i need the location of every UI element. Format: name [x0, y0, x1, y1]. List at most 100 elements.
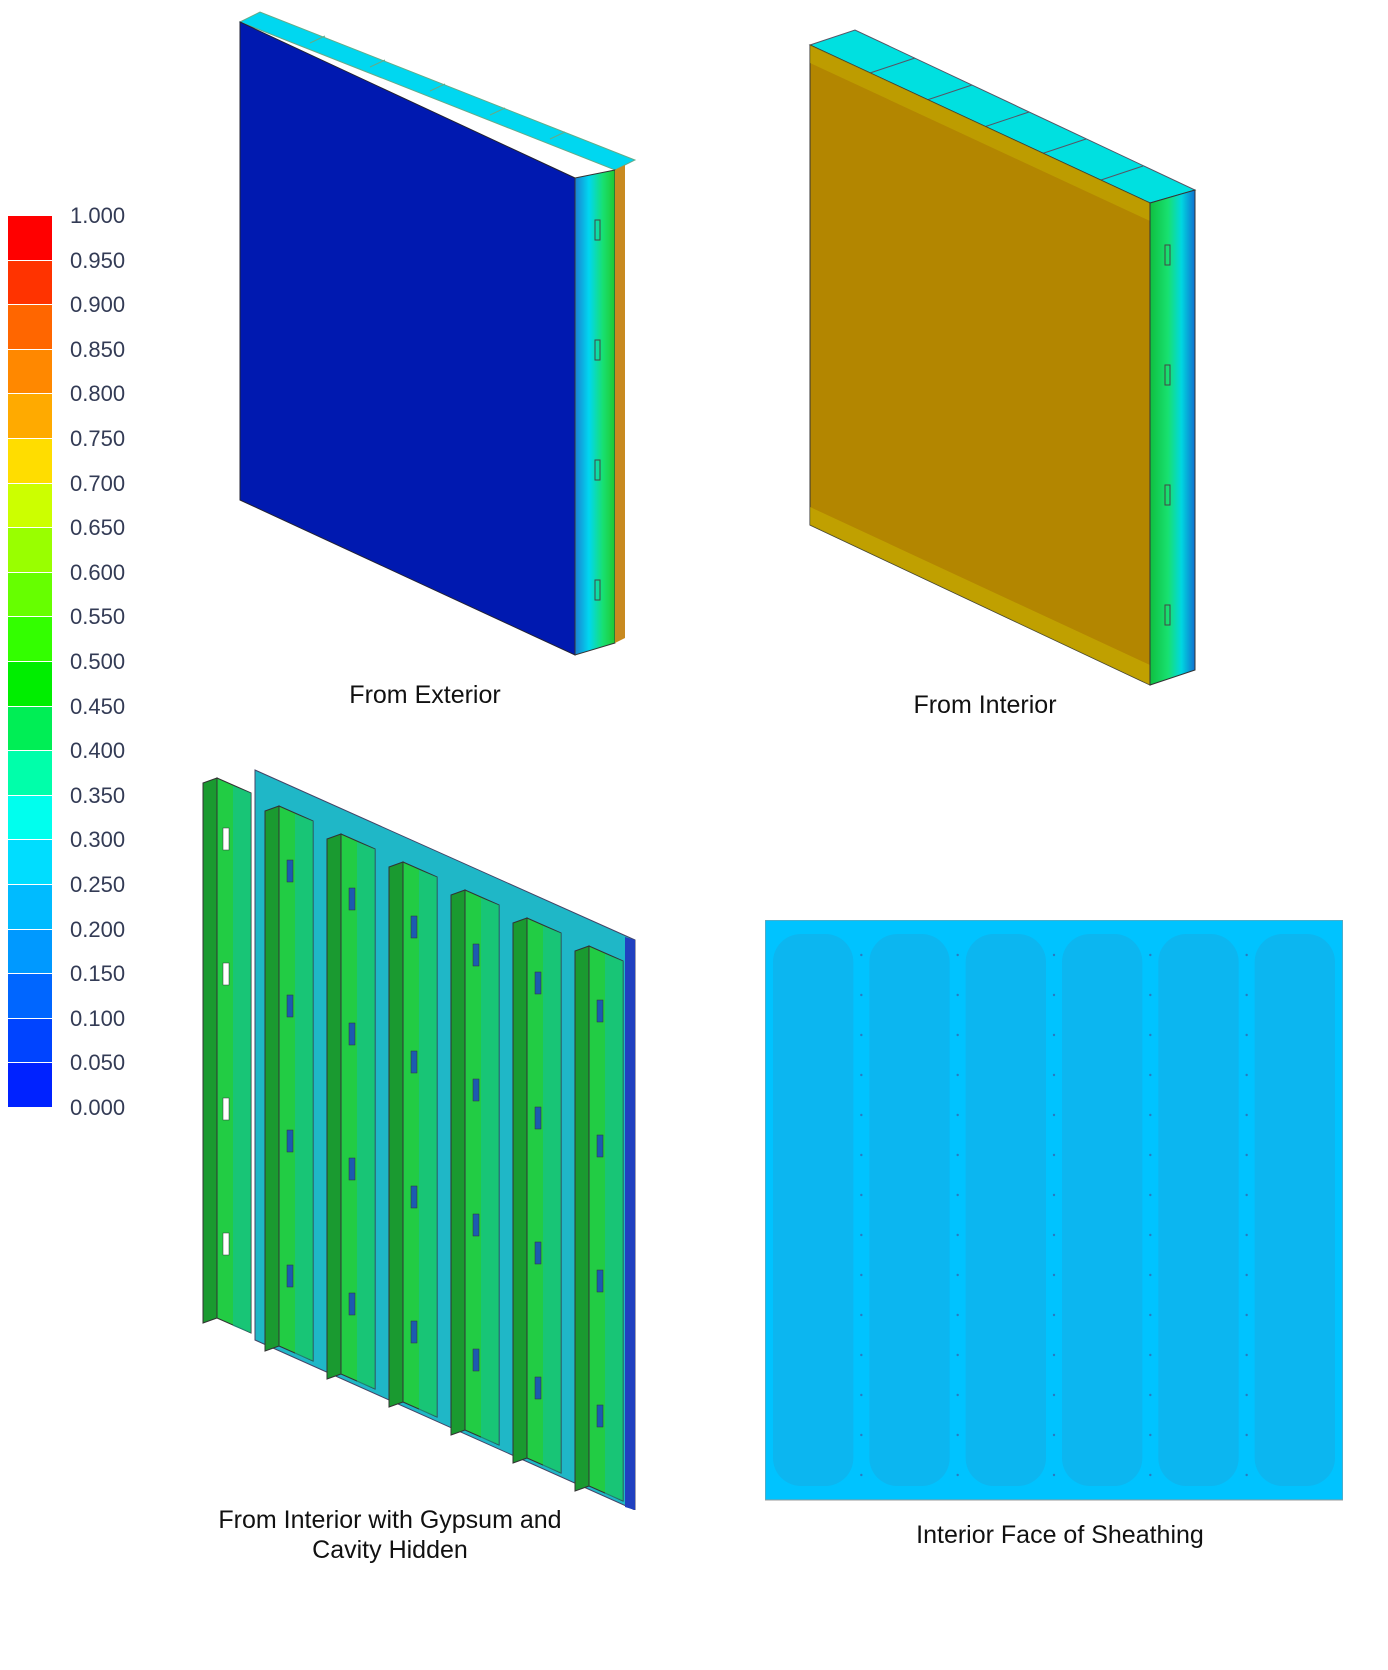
fastener-dot	[1052, 1393, 1056, 1397]
fastener-dot	[956, 1153, 959, 1157]
exterior-wall-render	[238, 11, 637, 656]
legend-label: 0.600	[70, 559, 126, 585]
fastener-dot	[1245, 953, 1248, 957]
legend-swatch	[8, 305, 52, 350]
fastener-dot	[1245, 1153, 1248, 1157]
legend-label: 0.450	[70, 693, 126, 719]
stud-web-shade	[419, 870, 437, 1417]
stud-knockout	[472, 1078, 480, 1102]
stud-flange	[388, 861, 404, 1408]
fastener-dot	[1052, 1153, 1056, 1157]
legend-label: 0.350	[70, 782, 126, 808]
stud-knockout	[222, 1097, 230, 1121]
fastener-dot	[956, 1353, 959, 1357]
legend-label: 0.500	[70, 649, 126, 674]
stud-web-shade	[605, 954, 623, 1501]
fastener-dot	[956, 1033, 959, 1037]
legend-swatch	[8, 929, 52, 975]
stud-web-shade	[543, 926, 561, 1473]
legend-label: 0.950	[70, 247, 126, 273]
fastener-dot	[956, 1393, 959, 1397]
fastener-dot	[1052, 993, 1056, 997]
legend-label: 0.400	[70, 738, 126, 764]
sheathing-edge	[625, 937, 635, 1510]
fastener-dot	[860, 1273, 863, 1277]
caption-studs-line2: Cavity Hidden	[312, 1536, 468, 1564]
legend-label: 0.550	[70, 604, 126, 630]
legend-swatch	[8, 751, 52, 796]
interior-wall-render	[808, 29, 1197, 686]
legend-label: 0.000	[70, 1095, 126, 1120]
view-studs-gypsum-hidden	[195, 765, 655, 1510]
legend-label: 0.750	[70, 426, 126, 451]
fastener-dot	[956, 1473, 959, 1477]
fastener-dot	[1245, 1113, 1248, 1117]
stud-knockout	[286, 994, 294, 1018]
stud-knockout	[534, 1106, 542, 1130]
fastener-dot	[860, 1433, 863, 1437]
fastener-dot	[1149, 1433, 1152, 1437]
color-legend: 1.000 0.950 0.900 0.850 0.800 0.750 0.700 0.650…	[0, 0, 160, 1670]
legend-swatch	[8, 439, 52, 484]
view-from-interior	[800, 25, 1220, 695]
fastener-dot	[956, 993, 959, 997]
stud-knockout	[534, 971, 542, 995]
sheathing-cavity-panel	[1062, 934, 1143, 1486]
studs-render	[202, 769, 636, 1510]
stud-knockout	[596, 1404, 604, 1428]
stud-knockout	[596, 999, 604, 1023]
fastener-dot	[1149, 1033, 1152, 1037]
legend-label: 0.900	[70, 292, 126, 318]
fastener-dot	[1245, 1193, 1248, 1197]
stud-knockout	[286, 1129, 294, 1153]
caption-from-interior: From Interior	[913, 691, 1057, 719]
fastener-dot	[1149, 1193, 1152, 1197]
fastener-dot	[1149, 1353, 1152, 1357]
stud-knockout	[348, 887, 356, 911]
stud-knockout	[596, 1269, 604, 1293]
legend-swatch	[8, 974, 52, 1019]
stud-knockout	[534, 1376, 542, 1400]
view-interior-face-sheathing	[765, 920, 1343, 1520]
fastener-dot	[860, 1353, 863, 1357]
legend-label: 0.850	[70, 336, 126, 362]
fastener-dot	[1245, 1233, 1248, 1237]
legend-label: 0.100	[70, 1005, 126, 1031]
caption-from-exterior: From Exterior	[349, 681, 501, 709]
fastener-dot	[860, 1393, 863, 1397]
stud-knockout	[348, 1292, 356, 1316]
sheathing-cavity-panel	[1158, 934, 1239, 1486]
fastener-dot	[860, 953, 863, 957]
fastener-dot	[1052, 1073, 1056, 1077]
stud-knockout	[286, 859, 294, 883]
sheathing-cavity-panel	[1254, 934, 1335, 1486]
stud-knockout	[596, 1134, 604, 1158]
sheathing-render	[765, 920, 1343, 1501]
fastener-dot	[1245, 1393, 1248, 1397]
sheathing-cavity-panel	[869, 934, 950, 1486]
legend-swatch	[8, 572, 52, 618]
stud-knockout	[472, 1348, 480, 1372]
stud-knockout	[410, 1050, 418, 1074]
legend-label: 0.650	[70, 515, 126, 541]
fastener-dot	[956, 1073, 959, 1077]
fastener-dot	[956, 1313, 959, 1317]
fastener-dot	[1149, 1473, 1152, 1477]
fastener-dot	[1149, 1113, 1152, 1117]
stud-knockout	[348, 1157, 356, 1181]
legend-swatch	[8, 662, 52, 707]
stud-flange	[202, 777, 218, 1324]
legend-swatch	[8, 1063, 52, 1108]
legend-label: 0.150	[70, 961, 126, 987]
legend-label: 0.250	[70, 872, 126, 897]
fastener-dot	[1052, 1433, 1056, 1437]
stud-flange	[264, 805, 280, 1352]
legend-swatch	[8, 1018, 52, 1064]
fastener-dot	[1149, 1313, 1152, 1317]
stud-knockout	[222, 962, 230, 986]
fastener-dot	[860, 993, 863, 997]
legend-label: 0.050	[70, 1050, 126, 1076]
stud-knockout	[410, 1185, 418, 1209]
fastener-dot	[1052, 1473, 1056, 1477]
stud-flange	[450, 889, 466, 1436]
